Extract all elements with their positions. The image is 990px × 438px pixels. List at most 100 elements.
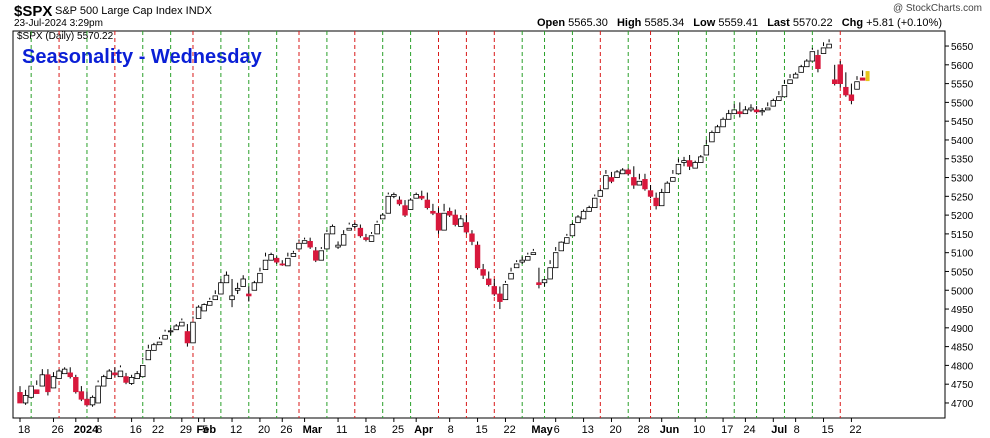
candle-body-up: [597, 190, 604, 197]
candle-body-down: [625, 169, 631, 175]
candle-body-down: [653, 197, 659, 207]
candle: [474, 241, 481, 270]
x-tick-label: Mar: [303, 424, 323, 436]
candle: [759, 108, 765, 116]
candle-body-up: [502, 284, 509, 301]
candle: [73, 374, 79, 394]
candle: [273, 256, 280, 264]
candle: [831, 64, 838, 86]
x-tick-label: Jun: [660, 424, 680, 436]
candle-body-down: [307, 241, 313, 248]
candle-body-down: [357, 227, 364, 237]
y-axis: 4700 4750 4800 4850 4900 4950 5000 5050 5100 5150…: [945, 42, 974, 410]
x-tick-label: 22: [152, 424, 164, 436]
candle-body-up: [513, 263, 520, 269]
candle-body-up: [792, 73, 799, 79]
candle-body-up: [212, 295, 218, 301]
candle: [140, 357, 146, 378]
candle: [106, 369, 112, 379]
candle-body-up: [340, 234, 347, 246]
candle-body-up: [201, 304, 207, 312]
x-tick-label: Apr: [414, 424, 434, 436]
candle-body-up: [324, 233, 330, 250]
candle-body-down: [246, 293, 252, 297]
candle: [296, 239, 302, 250]
candle: [234, 282, 241, 295]
candle: [173, 324, 179, 331]
candle-body-up: [541, 279, 548, 284]
x-tick-label: May: [531, 424, 553, 436]
candle-body-up: [251, 282, 258, 291]
candle-body-down: [452, 214, 458, 225]
candle: [201, 303, 207, 312]
candle: [742, 106, 749, 115]
candle-body-up: [580, 210, 587, 220]
candle: [195, 305, 202, 319]
candle-body-up: [117, 370, 124, 378]
x-tick-label: 6: [554, 424, 560, 436]
candle: [558, 241, 564, 252]
candle: [301, 237, 308, 244]
candle: [151, 342, 157, 351]
x-tick-label: 20: [258, 424, 270, 436]
candle: [681, 156, 687, 167]
candle: [112, 367, 118, 377]
candle-body-up: [569, 224, 576, 237]
candle-body-up: [50, 376, 57, 389]
high-label: High: [616, 17, 642, 29]
candle-body-down: [859, 77, 866, 81]
candle: [340, 230, 347, 246]
y-tick-label: 5100: [951, 249, 974, 260]
candle-body-down: [843, 86, 849, 96]
candle-body-down: [831, 79, 838, 85]
candle: [279, 260, 285, 266]
candle: [854, 76, 860, 90]
candle-body-up: [290, 253, 297, 257]
candle-body-up: [207, 301, 213, 306]
candle-body-down: [396, 199, 403, 205]
candle: [552, 247, 559, 269]
high-value: 5585.34: [644, 17, 685, 29]
candle-body-up: [759, 110, 765, 113]
y-tick-label: 5250: [951, 192, 974, 203]
candle: [413, 192, 419, 199]
candle-body-up: [56, 370, 62, 379]
candle: [184, 324, 191, 347]
symbol: $SPX: [14, 3, 53, 20]
candle: [123, 372, 129, 385]
x-tick-label: 28: [637, 424, 649, 436]
candle-body-up: [268, 254, 274, 261]
candle: [714, 124, 721, 133]
y-tick-label: 5450: [951, 117, 974, 128]
candle-body-up: [519, 259, 525, 263]
y-tick-label: 5200: [951, 211, 974, 222]
x-tick-label: 26: [51, 424, 63, 436]
candle: [458, 215, 464, 227]
candle-body-up: [257, 272, 263, 284]
candle: [346, 222, 352, 231]
y-tick-label: 5350: [951, 155, 974, 166]
candle: [642, 173, 648, 191]
candle-body-down: [419, 195, 425, 199]
y-tick-label: 5600: [951, 61, 974, 72]
x-tick-label: 8: [96, 424, 102, 436]
candle-body-up: [346, 227, 352, 231]
y-tick-label: 5400: [951, 136, 974, 147]
candle-body-down: [469, 233, 475, 242]
candle-body-up: [441, 212, 447, 231]
x-tick-label: 2024: [74, 424, 99, 436]
candle-body-up: [525, 256, 531, 261]
candle-body-up: [190, 321, 196, 344]
candle: [17, 386, 23, 404]
candle: [647, 185, 654, 199]
candle-body-up: [614, 171, 620, 178]
plot-area: [12, 30, 946, 419]
candle-body-down: [446, 210, 453, 216]
candle: [84, 391, 90, 407]
candle-body-down: [536, 282, 542, 286]
candle: [765, 102, 771, 111]
candle: [162, 329, 168, 340]
candle-body-up: [725, 113, 732, 120]
candle: [22, 389, 29, 405]
